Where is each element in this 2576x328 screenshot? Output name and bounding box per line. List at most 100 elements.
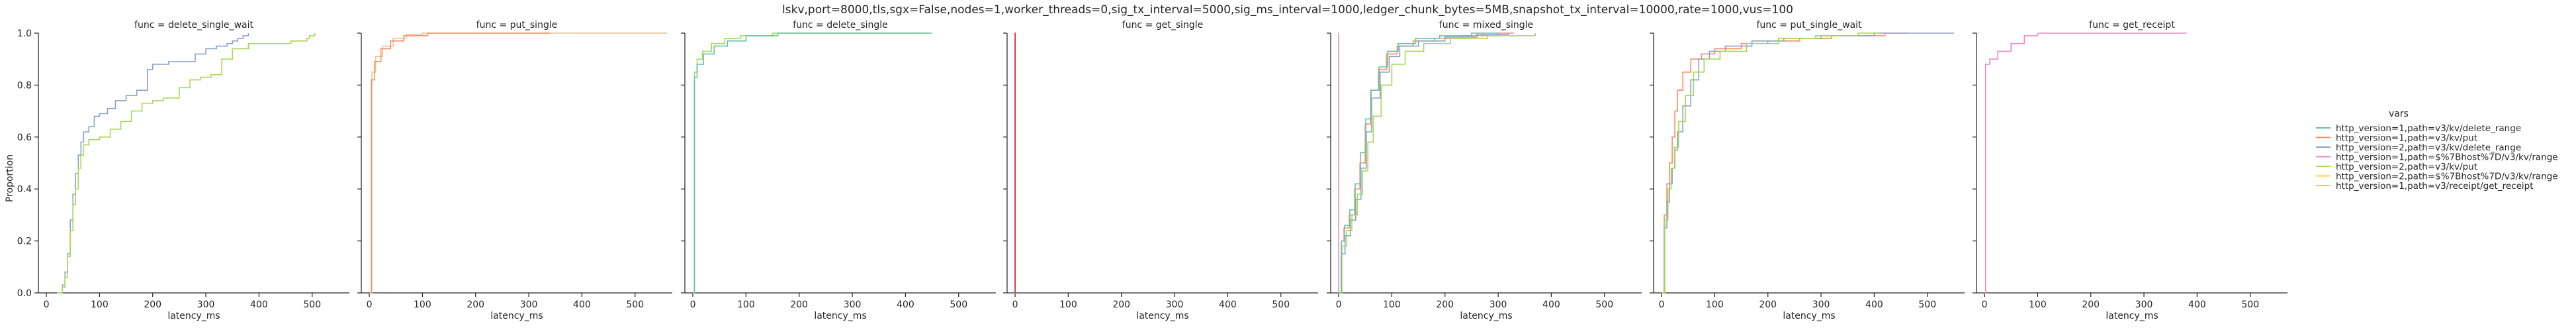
x-tick-label: 0 xyxy=(1659,300,1665,310)
facet-1: func = put_single 0 100 200 300 400 500 latency… xyxy=(357,20,672,321)
legend-label: http_version=1,path=v3/kv/delete_range xyxy=(2336,123,2521,134)
ecdf-series-line xyxy=(60,33,249,294)
x-tick-label: 100 xyxy=(2029,300,2047,310)
legend-title: vars xyxy=(2389,109,2409,119)
x-axis-label: latency_ms xyxy=(814,311,866,321)
x-tick-label: 0 xyxy=(1336,300,1342,310)
x-axis-label: latency_ms xyxy=(1460,311,1512,321)
x-axis-label: latency_ms xyxy=(490,311,543,321)
ecdf-series-line xyxy=(693,32,932,294)
x-tick-label: 500 xyxy=(950,300,967,310)
x-tick-label: 100 xyxy=(91,300,109,310)
figure-suptitle: lskv,port=8000,tls,sgx=False,nodes=1,wor… xyxy=(782,3,1793,17)
x-tick-label: 100 xyxy=(1706,300,1724,310)
x-tick-label: 200 xyxy=(1436,300,1454,310)
legend-entry: http_version=1,path=v3/kv/put xyxy=(2316,133,2477,144)
facet-3: func = get_single 0 100 200 300 400 500 latency… xyxy=(1003,20,1318,321)
x-tick-label: 500 xyxy=(626,300,644,310)
x-axis-label: latency_ms xyxy=(1136,311,1188,321)
x-tick-label: 400 xyxy=(2188,300,2206,310)
legend-label: http_version=1,path=v3/kv/put xyxy=(2336,133,2477,144)
facet-0: func = delete_single_wait 0.0 0.2 0.4 0.6 0.8… xyxy=(17,20,349,321)
legend-label: http_version=1,path=v3/receipt/get_recei… xyxy=(2336,181,2534,191)
x-tick-label: 300 xyxy=(2135,300,2153,310)
x-tick-label: 400 xyxy=(250,300,268,310)
x-tick-label: 200 xyxy=(466,300,484,310)
ecdf-series-line xyxy=(693,32,927,294)
ecdf-series-line xyxy=(1014,32,1016,293)
ecdf-series-line xyxy=(1984,32,2187,294)
facet-title: func = put_single xyxy=(476,20,558,30)
legend-label: http_version=1,path=$%7Bhost%7D/v3/kv/ra… xyxy=(2336,152,2558,163)
x-tick-label: 200 xyxy=(1112,300,1130,310)
legend-entry: http_version=2,path=v3/kv/put xyxy=(2316,162,2477,172)
facet-title: func = delete_single xyxy=(793,20,888,30)
y-axis-label: Proportion xyxy=(5,154,15,202)
x-tick-label: 400 xyxy=(573,300,591,310)
legend-entry: http_version=2,path=$%7Bhost%7D/v3/kv/ra… xyxy=(2316,172,2558,182)
x-tick-label: 100 xyxy=(1383,300,1401,310)
y-tick-label: 0.4 xyxy=(17,184,32,195)
x-tick-label: 100 xyxy=(737,300,755,310)
x-tick-label: 0 xyxy=(1982,300,1988,310)
x-axis-label: latency_ms xyxy=(1783,311,1835,321)
ecdf-series-line xyxy=(1339,32,1499,294)
facet-title: func = get_single xyxy=(1122,20,1203,30)
facet-title: func = put_single_wait xyxy=(1756,20,1862,30)
x-tick-label: 400 xyxy=(1542,300,1560,310)
ecdf-series-line xyxy=(1662,32,1880,294)
facet-2: func = delete_single 0 100 200 300 400 500 late… xyxy=(681,20,996,321)
y-tick-label: 0.8 xyxy=(17,80,32,91)
x-tick-label: 0 xyxy=(1012,300,1018,310)
x-tick-label: 200 xyxy=(2082,300,2100,310)
facet-title: func = get_receipt xyxy=(2089,20,2175,30)
x-tick-label: 300 xyxy=(197,300,215,310)
y-tick-label: 0.2 xyxy=(17,237,32,247)
y-tick-label: 0.6 xyxy=(17,133,32,143)
x-axis-label: latency_ms xyxy=(167,311,220,321)
x-tick-label: 0 xyxy=(367,300,373,310)
facet-title: func = delete_single_wait xyxy=(134,20,253,30)
y-tick-label: 0.0 xyxy=(17,288,32,299)
x-tick-label: 100 xyxy=(1059,300,1077,310)
facet-title: func = mixed_single xyxy=(1439,20,1533,30)
ecdf-series-line xyxy=(369,32,551,294)
legend-label: http_version=2,path=v3/kv/delete_range xyxy=(2336,142,2521,153)
x-tick-label: 300 xyxy=(520,300,538,310)
x-tick-label: 100 xyxy=(414,300,431,310)
facet-grid: func = delete_single_wait 0.0 0.2 0.4 0.6 0.8… xyxy=(17,20,2287,321)
legend-entry: http_version=1,path=v3/kv/delete_range xyxy=(2316,123,2521,134)
x-tick-label: 300 xyxy=(1166,300,1184,310)
ecdf-series-line xyxy=(369,32,667,294)
x-tick-label: 400 xyxy=(897,300,914,310)
x-tick-label: 500 xyxy=(2241,300,2259,310)
x-axis-label: latency_ms xyxy=(2106,311,2158,321)
x-tick-label: 0 xyxy=(44,300,50,310)
x-tick-label: 400 xyxy=(1219,300,1237,310)
ecdf-series-line xyxy=(1339,33,1536,294)
ecdf-series-line xyxy=(57,33,316,294)
y-tick-label: 1.0 xyxy=(17,28,32,39)
x-tick-label: 300 xyxy=(844,300,862,310)
legend-label: http_version=2,path=v3/kv/put xyxy=(2336,162,2477,172)
x-tick-label: 400 xyxy=(1865,300,1883,310)
x-tick-label: 200 xyxy=(1759,300,1777,310)
x-tick-label: 300 xyxy=(1489,300,1507,310)
legend-entry: http_version=1,path=v3/receipt/get_recei… xyxy=(2316,181,2534,191)
ecdf-series-line xyxy=(1339,32,1515,294)
facet-5: func = put_single_wait 0 100 200 300 400 500 la… xyxy=(1650,20,1965,321)
ecdf-series-line xyxy=(1662,32,1954,294)
x-tick-label: 500 xyxy=(303,300,321,310)
facet-4: func = mixed_single 0 100 200 300 400 500 laten… xyxy=(1327,20,1642,321)
x-tick-label: 300 xyxy=(1812,300,1830,310)
facet-6: func = get_receipt 0 100 200 300 400 500 latenc… xyxy=(1973,20,2287,321)
x-tick-label: 0 xyxy=(690,300,696,310)
x-tick-label: 500 xyxy=(1272,300,1290,310)
x-tick-label: 500 xyxy=(1918,300,1936,310)
legend-label: http_version=2,path=$%7Bhost%7D/v3/kv/ra… xyxy=(2336,172,2558,182)
legend-entry: http_version=2,path=v3/kv/delete_range xyxy=(2316,142,2521,153)
x-tick-label: 500 xyxy=(1595,300,1613,310)
legend-entry: http_version=1,path=$%7Bhost%7D/v3/kv/ra… xyxy=(2316,152,2558,163)
ecdf-series-line xyxy=(1338,32,1339,294)
